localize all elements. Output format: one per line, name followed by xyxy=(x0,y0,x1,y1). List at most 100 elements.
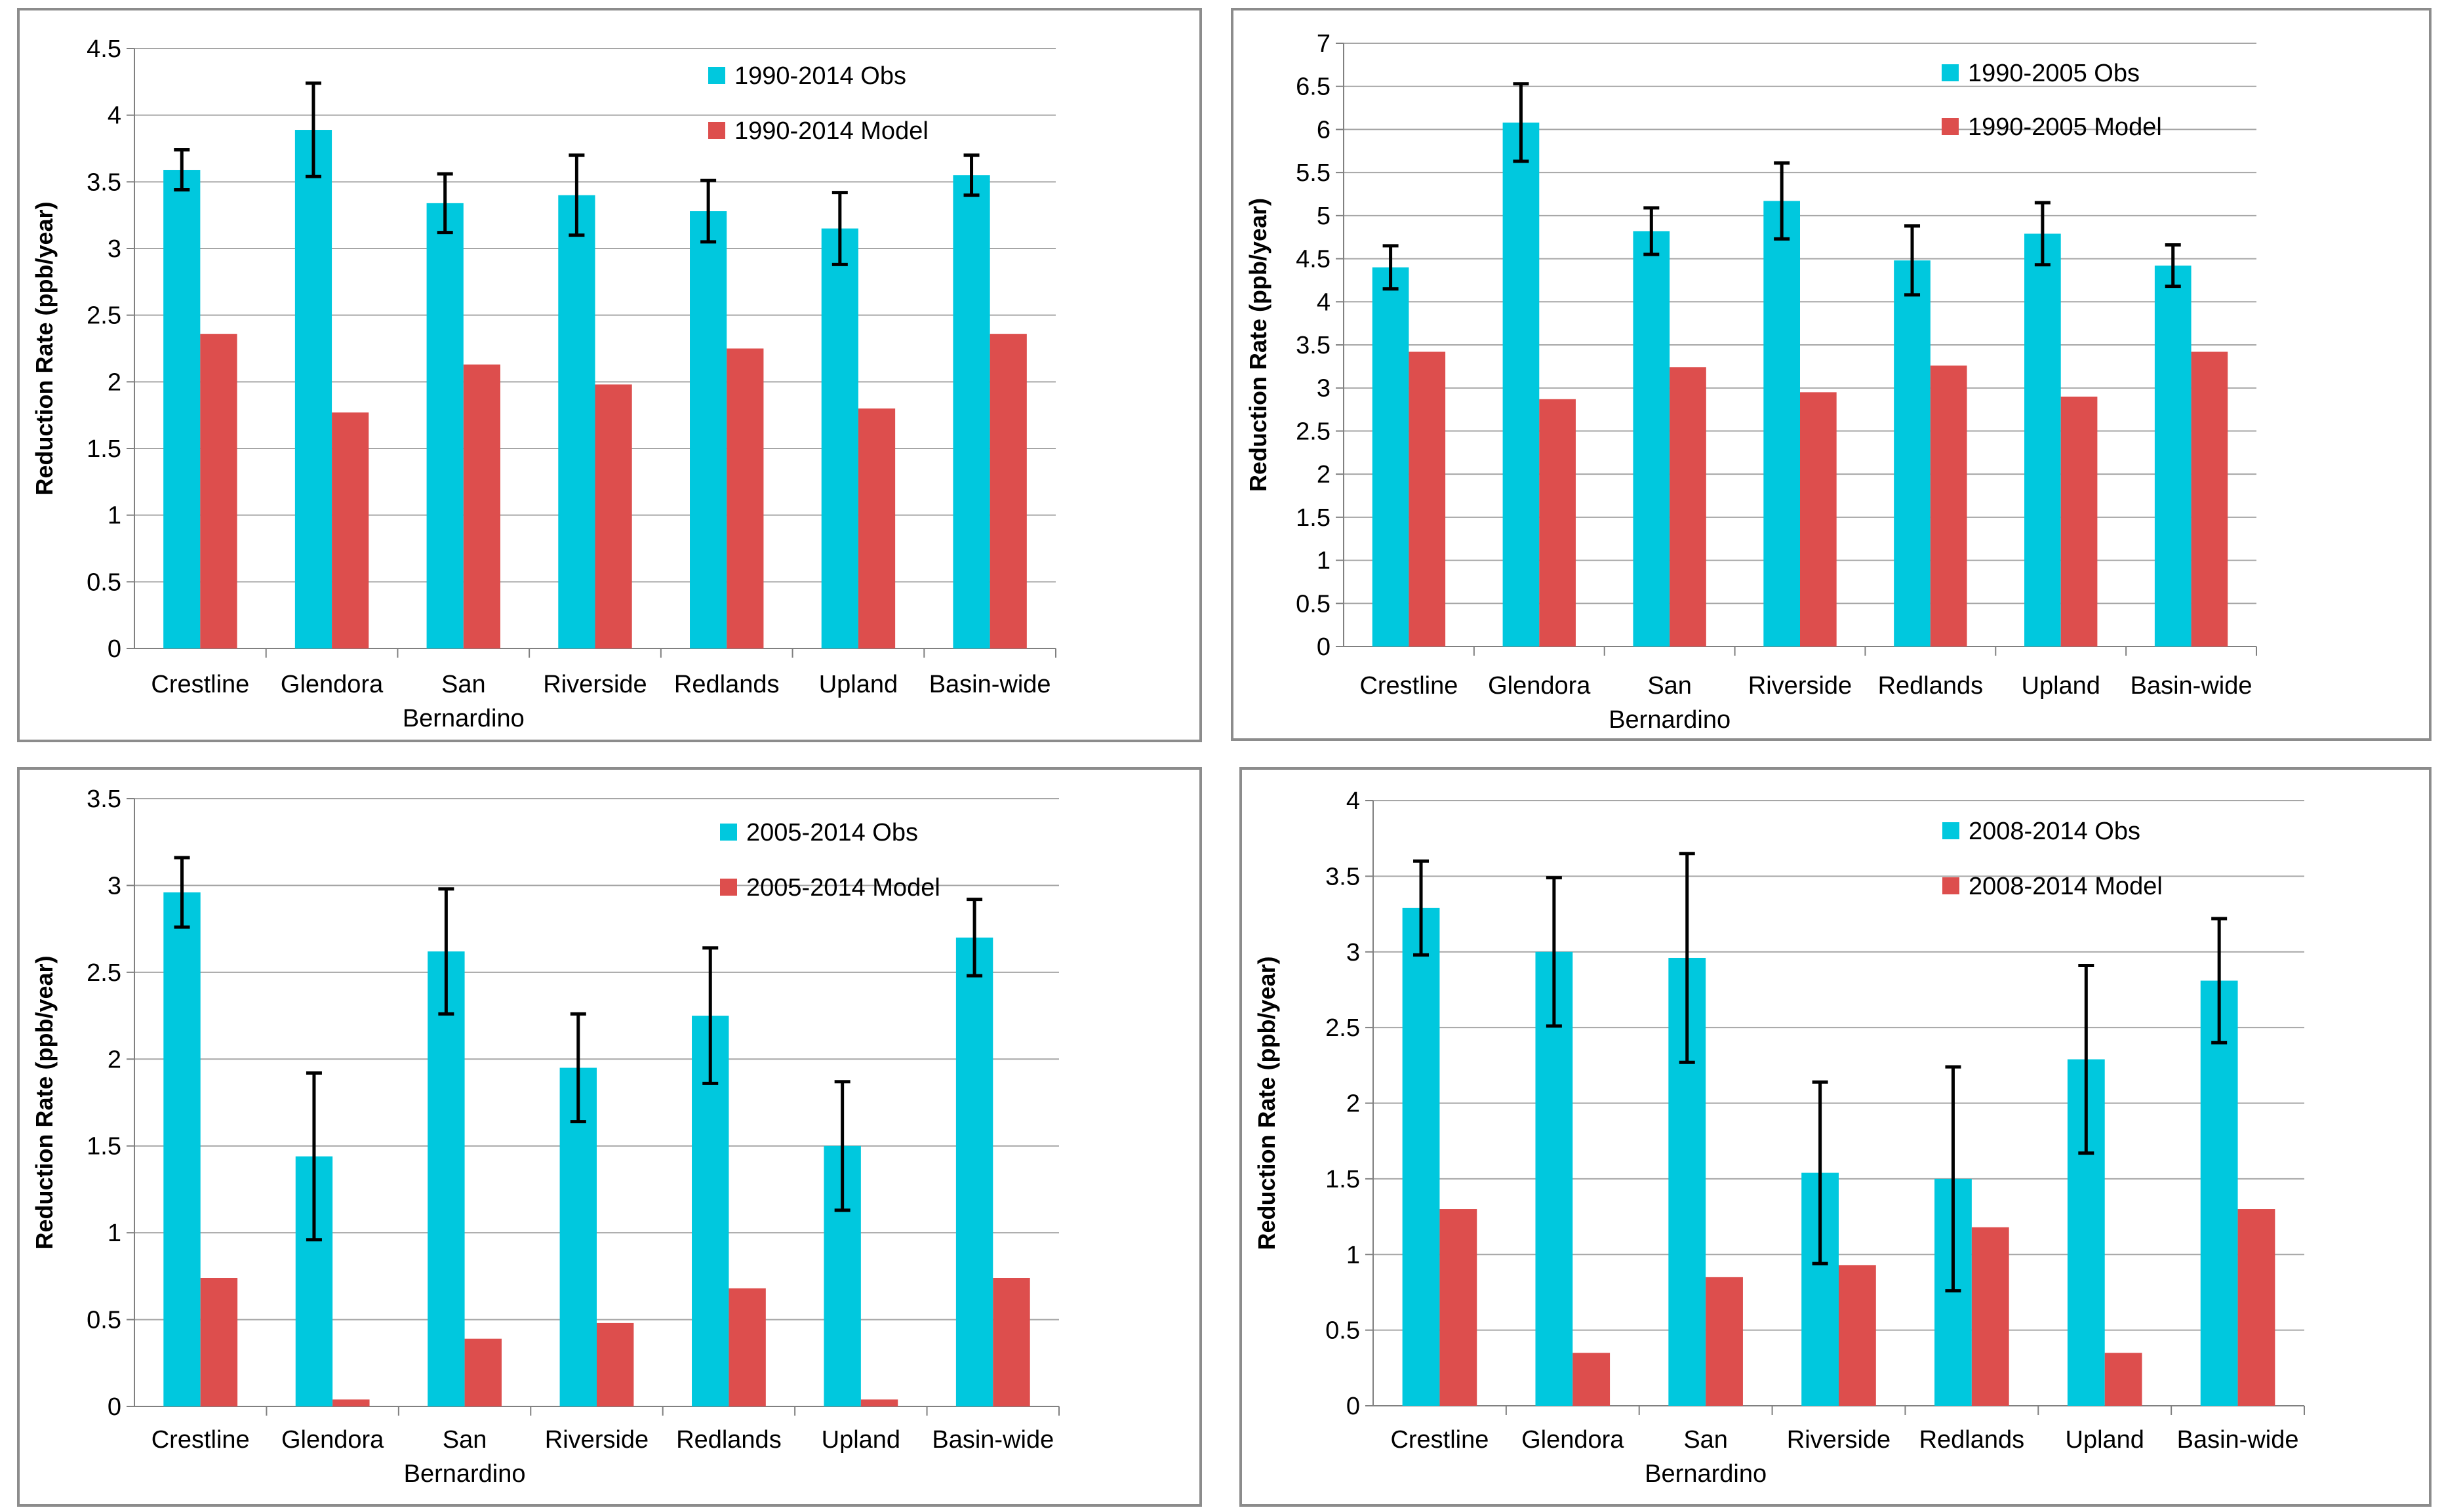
chart-1990-2014: 0 0.5 1 1.5 2 2.5 3 3.5 4 4.5 Reduction Rate (ppb/… xyxy=(31,35,1056,732)
x-category-label: San Bernardino xyxy=(404,1426,526,1488)
x-category-label: Riverside xyxy=(1748,672,1852,700)
model-bar xyxy=(332,412,369,648)
obs-bar xyxy=(428,951,465,1406)
obs-bar xyxy=(1763,201,1800,647)
y-axis-label: Reduction Rate (ppb/year) xyxy=(1245,198,1271,492)
x-category-label: Crestline xyxy=(151,1426,250,1454)
obs-bar xyxy=(1894,260,1931,647)
x-category-label: Upland xyxy=(2066,1426,2144,1454)
y-tick-label: 0.5 xyxy=(87,568,121,596)
y-tick-label: 0 xyxy=(1346,1393,1360,1420)
obs-bar xyxy=(163,170,201,648)
y-tick-label: 2.5 xyxy=(1296,418,1331,445)
chart-panel-2005-2014: 0 0.5 1 1.5 2 2.5 3 3.5 Reduction Rate (ppb/year… xyxy=(17,767,1202,1507)
model-bar xyxy=(200,334,237,648)
legend-swatch-obs xyxy=(1942,64,1959,81)
obs-bar xyxy=(1633,231,1670,647)
obs-bar xyxy=(426,203,464,648)
x-category-label: Riverside xyxy=(543,671,647,698)
y-tick-label: 0 xyxy=(108,635,121,663)
y-tick-label: 2 xyxy=(1346,1090,1360,1118)
x-category-label: Glendora xyxy=(281,1426,384,1454)
obs-bar xyxy=(690,211,727,649)
model-bar xyxy=(597,1323,634,1406)
chart-panel-1990-2014: 0 0.5 1 1.5 2 2.5 3 3.5 4 4.5 Reduction Rate (ppb/… xyxy=(17,8,1202,742)
y-tick-label: 6 xyxy=(1317,116,1331,144)
model-bar xyxy=(993,1278,1030,1406)
y-tick-label: 0 xyxy=(108,1393,121,1421)
obs-bar xyxy=(2200,980,2238,1406)
x-category-label: Basin-wide xyxy=(2177,1426,2299,1454)
legend-swatch-model xyxy=(720,879,737,896)
legend-swatch-model xyxy=(1942,118,1959,135)
legend-swatch-obs xyxy=(708,67,725,84)
obs-bar xyxy=(559,1067,597,1406)
model-bar xyxy=(727,348,764,648)
y-tick-label: 7 xyxy=(1317,30,1331,58)
x-category-label: Redlands xyxy=(1878,672,1984,700)
y-tick-label: 4 xyxy=(1317,288,1331,316)
obs-bar xyxy=(2024,233,2061,647)
model-bar xyxy=(1439,1209,1477,1406)
y-tick-label: 2 xyxy=(1317,461,1331,488)
legend-swatch-model xyxy=(1942,877,1959,894)
legend-label-obs: 2008-2014 Obs xyxy=(1969,818,2140,845)
legend-swatch-obs xyxy=(1942,822,1959,839)
obs-bar xyxy=(955,937,993,1406)
model-bar xyxy=(2104,1353,2142,1406)
x-category-label: Glendora xyxy=(1521,1426,1624,1454)
model-bar xyxy=(1539,399,1576,647)
model-bar xyxy=(332,1399,370,1406)
y-tick-label: 1.5 xyxy=(1325,1166,1360,1193)
x-category-label: Redlands xyxy=(676,1426,782,1454)
y-tick-label: 0 xyxy=(1317,633,1331,661)
legend-label-model: 2008-2014 Model xyxy=(1969,873,2163,900)
y-tick-label: 2.5 xyxy=(87,302,121,330)
y-tick-label: 2 xyxy=(108,1046,121,1073)
y-tick-label: 1 xyxy=(1346,1241,1360,1269)
model-bar xyxy=(990,334,1027,648)
y-tick-label: 0.5 xyxy=(1325,1317,1360,1345)
obs-bar xyxy=(2154,266,2192,647)
y-axis-label: Reduction Rate (ppb/year) xyxy=(31,955,58,1249)
chart-panel-1990-2005: 0 0.5 1 1.5 2 2.5 3 3.5 4 4.5 5 5.5 6 6.5 7 Reduction R… xyxy=(1231,8,2432,741)
model-bar xyxy=(1670,367,1706,647)
obs-bar xyxy=(1502,122,1540,647)
x-category-label: Basin-wide xyxy=(932,1426,1054,1454)
model-bar xyxy=(1971,1227,2009,1406)
y-tick-label: 4 xyxy=(1346,787,1360,815)
obs-bar xyxy=(953,175,990,648)
x-category-label: Glendora xyxy=(1488,672,1591,700)
legend-label-model: 1990-2014 Model xyxy=(734,117,929,145)
model-bar xyxy=(2060,396,2098,647)
y-tick-label: 5 xyxy=(1317,203,1331,230)
chart-2005-2014: 0 0.5 1 1.5 2 2.5 3 3.5 Reduction Rate (ppb/year… xyxy=(31,786,1060,1488)
chart-2008-2014: 0 0.5 1 1.5 2 2.5 3 3.5 4 Reduction Rate (ppb/yea… xyxy=(1253,787,2305,1488)
y-tick-label: 3.5 xyxy=(1296,332,1331,359)
y-axis-label: Reduction Rate (ppb/year) xyxy=(1253,956,1280,1250)
obs-bar xyxy=(1372,267,1409,647)
model-bar xyxy=(858,408,896,648)
x-category-label: Redlands xyxy=(674,671,780,698)
x-category-label: Basin-wide xyxy=(2131,672,2252,700)
x-category-label: Basin-wide xyxy=(929,671,1051,698)
legend-label-obs: 1990-2014 Obs xyxy=(734,62,906,90)
model-bar xyxy=(860,1399,898,1406)
model-bar xyxy=(595,384,632,648)
x-category-label: Riverside xyxy=(545,1426,649,1454)
y-tick-label: 1 xyxy=(1317,547,1331,575)
y-tick-label: 2.5 xyxy=(87,959,121,987)
x-category-label: San Bernardino xyxy=(1645,1426,1767,1488)
model-bar xyxy=(1839,1265,1876,1406)
y-tick-label: 6.5 xyxy=(1296,73,1331,101)
x-category-label: Crestline xyxy=(1359,672,1458,700)
obs-bar xyxy=(821,228,858,648)
x-category-label: Riverside xyxy=(1787,1426,1891,1454)
model-bar xyxy=(729,1288,766,1406)
x-category-label: Crestline xyxy=(1390,1426,1489,1454)
legend-swatch-obs xyxy=(720,824,737,841)
x-category-label: Upland xyxy=(822,1426,900,1454)
y-tick-label: 4.5 xyxy=(1296,246,1331,273)
chart-panel-2008-2014: 0 0.5 1 1.5 2 2.5 3 3.5 4 Reduction Rate (ppb/yea… xyxy=(1239,767,2432,1507)
x-category-label: Upland xyxy=(2022,672,2100,700)
